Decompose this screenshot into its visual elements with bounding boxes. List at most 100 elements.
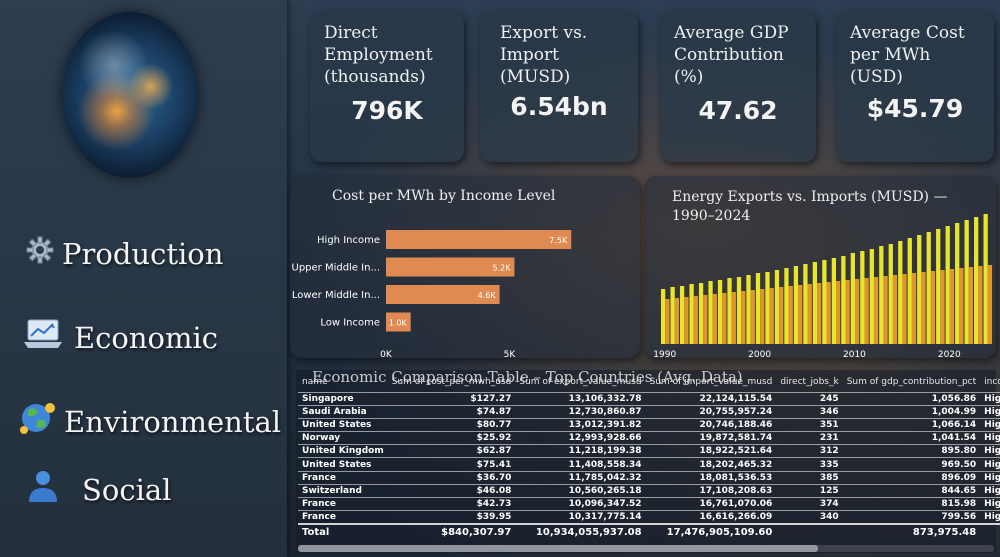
nav-label: Social: [82, 472, 172, 507]
export-bar: [774, 270, 780, 344]
table-cell: 1,041.54: [842, 431, 981, 445]
category-label: High Income: [317, 235, 380, 246]
import-bar: [873, 277, 879, 344]
table-row[interactable]: Singapore $127.27 13,106,332.78 22,124,115.…: [298, 391, 1000, 406]
column-header[interactable]: direct_jobs_k: [780, 376, 839, 387]
export-bar: [670, 287, 675, 344]
export-bar: [926, 232, 931, 344]
kpi-card-export-vs-import: Export vs. Import (MUSD) 6.54bn: [480, 12, 638, 162]
table-row[interactable]: France $39.95 10,317,775.14 16,616,266.09 34…: [298, 510, 1000, 524]
table-cell: 231: [776, 431, 843, 445]
nav-item-social[interactable]: Social: [26, 468, 171, 511]
category-label: Low Income: [320, 318, 380, 329]
import-bar: [788, 286, 793, 344]
import-bar: [817, 283, 822, 344]
nav-item-production[interactable]: Production: [26, 236, 223, 271]
kpi-title: Direct Employment (thousands): [324, 23, 433, 87]
import-bar: [836, 281, 841, 344]
table-cell: 13,106,332.78: [515, 391, 646, 406]
table-cell: United Kingdom: [298, 444, 388, 458]
table-row[interactable]: Norway $25.92 12,993,928.66 19,872,581.74 23…: [298, 431, 1000, 445]
column-header[interactable]: Sum of cost_per_mwh_usd: [391, 376, 512, 387]
table-cell: $74.87: [387, 404, 516, 419]
import-bar: [883, 276, 888, 344]
import-bar: [684, 297, 689, 344]
table-row[interactable]: Saudi Arabia $74.87 12,730,860.87 20,755,95…: [298, 404, 1000, 419]
table-cell: 125: [776, 483, 843, 498]
table-cell: 815.98: [842, 496, 981, 511]
table-row[interactable]: France $36.70 11,785,042.32 18,081,536.53 38…: [298, 470, 1000, 485]
exports-imports-bar-chart: 1990 2000 2010 2020: [653, 214, 993, 358]
table-cell: 1,056.86: [842, 391, 981, 406]
table-cell: 340: [776, 510, 843, 524]
x-tick-label: 2000: [748, 350, 771, 358]
table-row[interactable]: United States $80.77 13,012,391.82 20,746,1…: [298, 417, 1000, 432]
kpi-value: $45.79: [866, 94, 964, 123]
export-bar: [803, 264, 808, 344]
export-bar: [822, 260, 827, 344]
kpi-title: Export vs. Import (MUSD): [500, 23, 588, 87]
import-bar: [959, 268, 964, 344]
export-bar: [698, 283, 704, 344]
cost-by-income-chart-panel: Cost per MWh by Income Level High Income…: [290, 176, 640, 358]
table-cell: High Inco: [980, 470, 1000, 485]
table-total-cell: [776, 522, 843, 541]
import-bar: [722, 293, 727, 344]
data-label: 4.6K: [478, 291, 497, 300]
cost-by-income-bar-chart: High Income 7.5K Upper Middle In... 5.2K Low…: [292, 230, 572, 358]
chart-title: Cost per MWh by Income Level: [332, 188, 556, 204]
economic-comparison-table: name Sum of cost_per_mwh_usd Sum of expo…: [298, 372, 1000, 541]
nav-label: Economic: [74, 320, 219, 355]
import-bar: [712, 294, 717, 344]
column-header[interactable]: Sum of gdp_contribution_pct: [846, 376, 977, 387]
table-cell: High Inco: [980, 483, 1000, 498]
table-cell: 13,012,391.82: [515, 417, 646, 432]
table-cell: 335: [776, 457, 843, 472]
table-cell: High Inco: [980, 510, 1000, 524]
export-bar: [717, 280, 723, 344]
table-cell: 1,066.14: [842, 417, 981, 432]
table-cell: 10,096,347.52: [515, 496, 646, 511]
kpi-title: Average Cost per MWh (USD): [850, 23, 965, 87]
table-cell: United States: [298, 457, 388, 472]
table-cell: $62.87: [387, 444, 516, 458]
table-cell: 11,218,199.38: [515, 444, 646, 458]
table-cell: 16,761,070.06: [645, 496, 777, 511]
table-cell: $39.95: [387, 510, 516, 524]
nav-item-environmental[interactable]: Environmental: [16, 398, 281, 445]
table-cell: 11,785,042.32: [515, 470, 646, 485]
column-header[interactable]: Sum of import_value_musd: [649, 376, 773, 387]
table-title: Economic Comparison Table – Top Countrie…: [312, 368, 743, 386]
export-bar: [746, 275, 751, 344]
import-bar: [949, 269, 955, 344]
import-bar: [978, 266, 983, 344]
table-row[interactable]: United States $75.41 11,408,558.34 18,202,4…: [298, 457, 1000, 472]
table-row[interactable]: Switzerland $46.08 10,560,265.18 17,108,208…: [298, 483, 1000, 498]
import-bar: [665, 299, 670, 344]
table-row[interactable]: France $42.73 10,096,347.52 16,761,070.06 37…: [298, 496, 1000, 511]
import-bar: [741, 291, 746, 344]
table-cell: France: [298, 510, 388, 524]
category-label: Lower Middle In...: [292, 290, 380, 301]
table-cell: $25.92: [387, 431, 516, 445]
export-bar: [879, 246, 884, 344]
import-bar: [760, 289, 765, 344]
column-header[interactable]: name: [302, 376, 328, 387]
nav-item-economic[interactable]: Economic: [22, 316, 218, 359]
table-row[interactable]: United Kingdom $62.87 11,218,199.38 18,922,…: [298, 444, 1000, 458]
export-bar: [841, 256, 846, 344]
export-bar: [850, 253, 855, 344]
import-bar: [674, 298, 680, 344]
export-bar: [689, 284, 694, 344]
column-header[interactable]: income_gr: [984, 376, 1000, 387]
table-total-row: Total $840,307.97 10,934,055,937.08 17,476,…: [298, 522, 1000, 541]
table-horizontal-scrollbar[interactable]: [298, 545, 994, 552]
scrollbar-thumb[interactable]: [298, 545, 818, 552]
table-cell: 896.09: [842, 470, 981, 485]
export-bar: [784, 268, 789, 344]
column-header[interactable]: Sum of export_value_musd: [519, 376, 642, 387]
category-label: Upper Middle In...: [292, 263, 381, 274]
table-total-cell: $840,307.97: [387, 522, 516, 541]
export-bar: [974, 217, 979, 344]
table-cell: $75.41: [387, 457, 516, 472]
